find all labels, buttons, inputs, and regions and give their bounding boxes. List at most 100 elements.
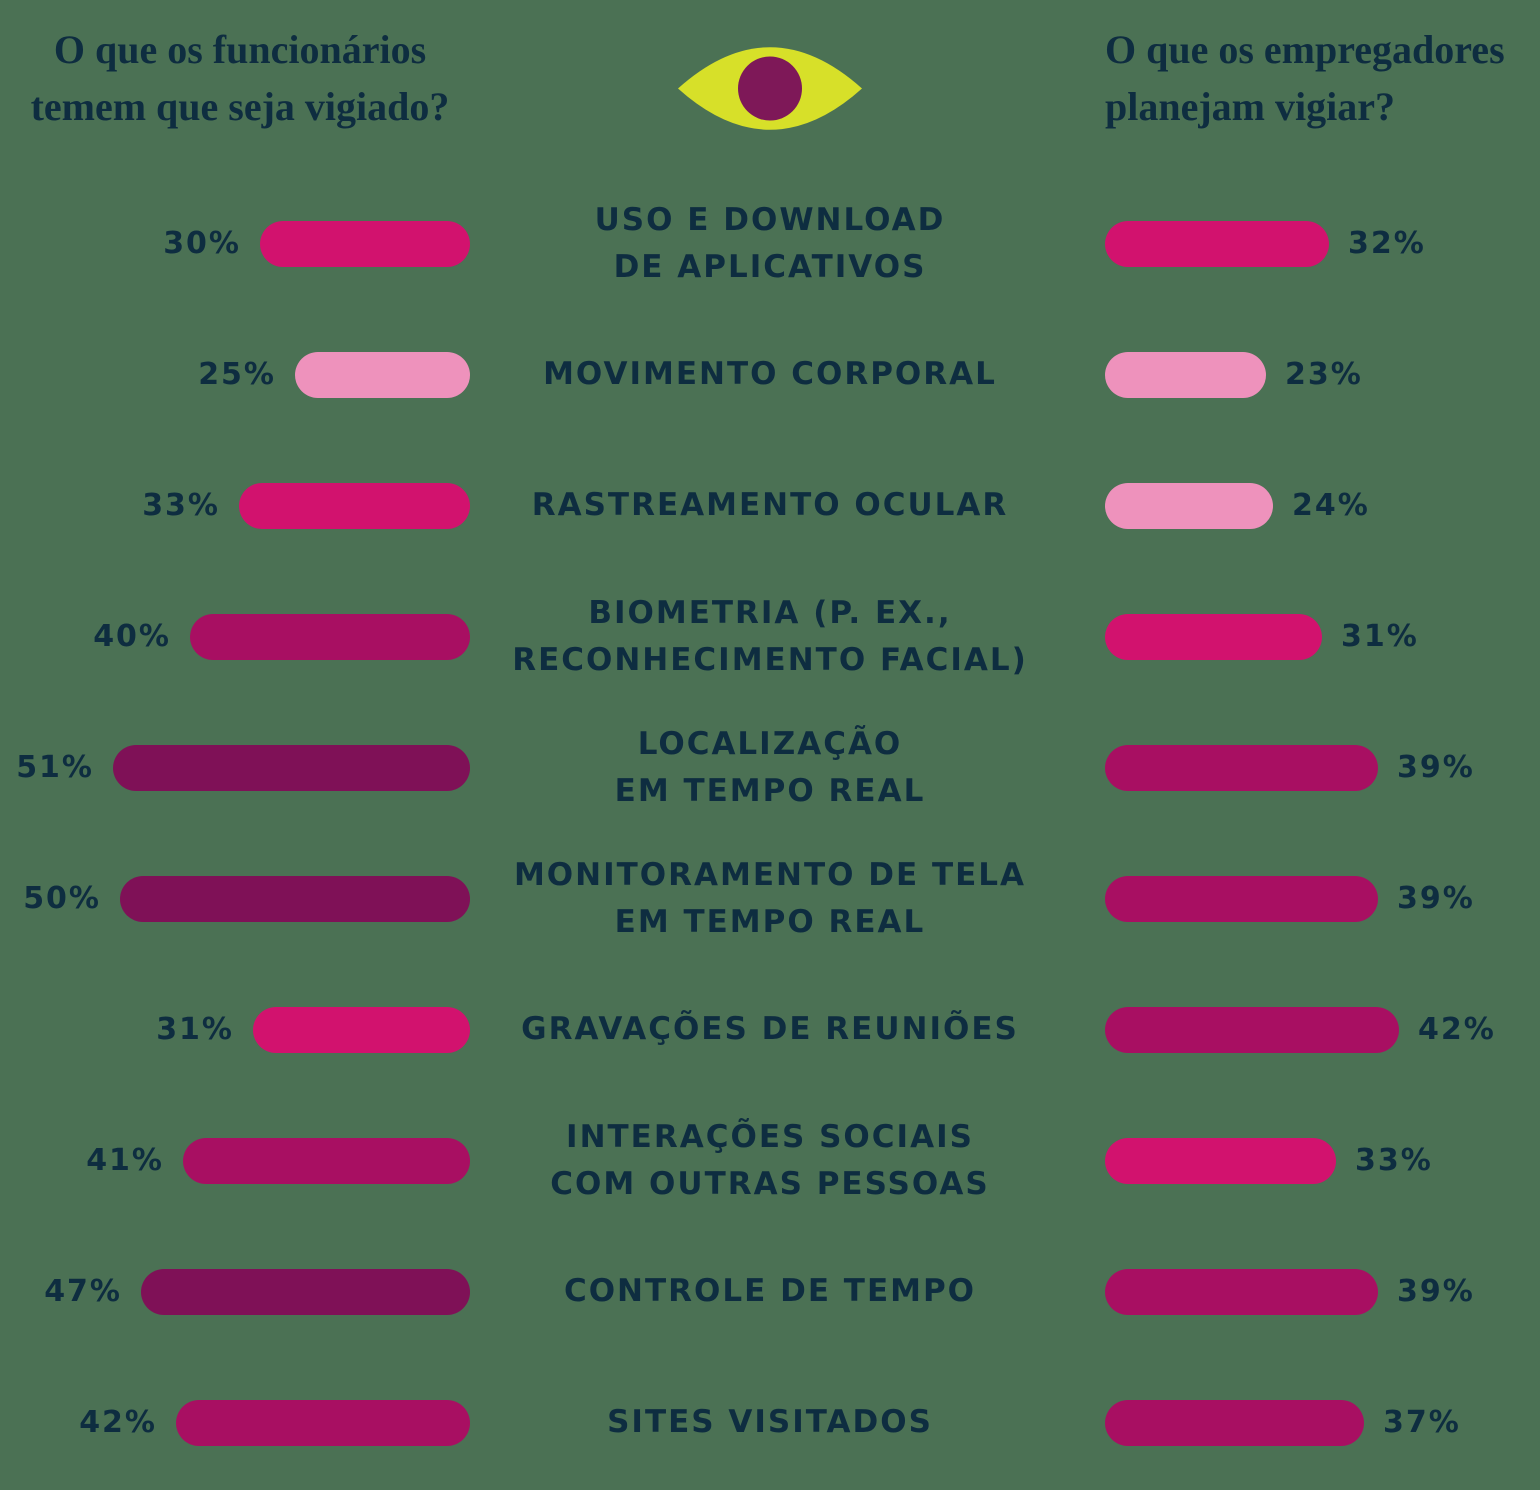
employer-plan-bar (1105, 1137, 1336, 1184)
category-cell: CONTROLE DE TEMPO (480, 1226, 1060, 1357)
employer-plan-bar (1105, 220, 1329, 267)
employer-plan-cell: 39% (1060, 1226, 1540, 1357)
employer-plan-bar (1105, 1006, 1399, 1053)
employee-fear-cell: 33% (0, 440, 480, 571)
category-label: RASTREAMENTO OCULAR (531, 487, 1009, 524)
chart-row: 50% MONITORAMENTO DE TELA EM TEMPO REAL … (0, 833, 1540, 964)
category-label: GRAVAÇÕES DE REUNIÕES (521, 1011, 1019, 1048)
employer-plan-bar (1105, 1399, 1364, 1446)
employee-fear-value: 31% (156, 1012, 234, 1047)
employee-fear-value: 42% (79, 1405, 157, 1440)
eye-icon-cell (480, 0, 1060, 147)
employee-fear-cell: 41% (0, 1095, 480, 1226)
employee-fear-cell: 30% (0, 178, 480, 309)
left-title-cell: O que os funcionários temem que seja vig… (0, 0, 480, 136)
employee-fear-value: 51% (16, 750, 94, 785)
employee-fear-value: 47% (44, 1274, 122, 1309)
employee-fear-cell: 51% (0, 702, 480, 833)
category-cell: LOCALIZAÇÃO EM TEMPO REAL (480, 702, 1060, 833)
category-label: SITES VISITADOS (607, 1404, 933, 1441)
chart-row: 47% CONTROLE DE TEMPO 39% (0, 1226, 1540, 1357)
employee-fear-bar (113, 744, 470, 791)
category-cell: MONITORAMENTO DE TELA EM TEMPO REAL (480, 833, 1060, 964)
category-label: INTERAÇÕES SOCIAIS COM OUTRAS PESSOAS (550, 1119, 990, 1202)
employees-fear-title: O que os funcionários temem que seja vig… (30, 27, 450, 129)
employer-plan-cell: 24% (1060, 440, 1540, 571)
category-cell: MOVIMENTO CORPORAL (480, 309, 1060, 440)
employer-plan-cell: 37% (1060, 1357, 1540, 1488)
employer-plan-bar (1105, 744, 1378, 791)
category-label: MONITORAMENTO DE TELA EM TEMPO REAL (513, 857, 1027, 940)
employee-fear-cell: 50% (0, 833, 480, 964)
employee-fear-bar (239, 482, 470, 529)
chart-row: 41% INTERAÇÕES SOCIAIS COM OUTRAS PESSOA… (0, 1095, 1540, 1226)
employer-plan-value: 37% (1383, 1405, 1461, 1440)
employee-fear-cell: 47% (0, 1226, 480, 1357)
chart-row: 42% SITES VISITADOS 37% (0, 1357, 1540, 1488)
eye-pupil (738, 56, 802, 121)
employee-fear-bar (176, 1399, 470, 1446)
category-cell: RASTREAMENTO OCULAR (480, 440, 1060, 571)
employee-fear-value: 50% (23, 881, 101, 916)
employers-plan-title: O que os empregadores planejam vigiar? (1105, 27, 1505, 129)
employer-plan-value: 33% (1355, 1143, 1433, 1178)
employer-plan-cell: 32% (1060, 178, 1540, 309)
employee-fear-cell: 40% (0, 571, 480, 702)
employer-plan-bar (1105, 482, 1273, 529)
employer-plan-bar (1105, 1268, 1378, 1315)
category-cell: USO E DOWNLOAD DE APLICATIVOS (480, 178, 1060, 309)
employer-plan-value: 31% (1341, 619, 1419, 654)
category-label: CONTROLE DE TEMPO (563, 1273, 977, 1310)
employer-plan-cell: 42% (1060, 964, 1540, 1095)
employee-fear-value: 40% (93, 619, 171, 654)
employer-plan-bar (1105, 875, 1378, 922)
employee-fear-bar (141, 1268, 470, 1315)
right-title-cell: O que os empregadores planejam vigiar? (1060, 0, 1540, 136)
employee-fear-value: 33% (142, 488, 220, 523)
chart-row: 30% USO E DOWNLOAD DE APLICATIVOS 32% (0, 178, 1540, 309)
employee-fear-value: 41% (86, 1143, 164, 1178)
employer-plan-cell: 31% (1060, 571, 1540, 702)
category-label: USO E DOWNLOAD DE APLICATIVOS (594, 202, 946, 285)
category-cell: INTERAÇÕES SOCIAIS COM OUTRAS PESSOAS (480, 1095, 1060, 1226)
employer-plan-cell: 39% (1060, 702, 1540, 833)
employee-fear-value: 30% (163, 226, 241, 261)
employee-fear-cell: 42% (0, 1357, 480, 1488)
employee-fear-bar (253, 1006, 470, 1053)
employer-plan-cell: 23% (1060, 309, 1540, 440)
employer-plan-bar (1105, 351, 1266, 398)
employee-fear-bar (120, 875, 470, 922)
employee-fear-bar (183, 1137, 470, 1184)
chart-row: 33% RASTREAMENTO OCULAR 24% (0, 440, 1540, 571)
chart-rows: 30% USO E DOWNLOAD DE APLICATIVOS 32% 25… (0, 178, 1540, 1488)
header: O que os funcionários temem que seja vig… (0, 0, 1540, 178)
chart-row: 40% BIOMETRIA (P. EX., RECONHECIMENTO FA… (0, 571, 1540, 702)
employee-fear-bar (190, 613, 470, 660)
category-label: MOVIMENTO CORPORAL (543, 356, 997, 393)
employer-plan-cell: 33% (1060, 1095, 1540, 1226)
employer-plan-value: 39% (1397, 750, 1475, 785)
employer-plan-bar (1105, 613, 1322, 660)
employee-fear-cell: 25% (0, 309, 480, 440)
category-label: LOCALIZAÇÃO EM TEMPO REAL (614, 726, 926, 809)
category-cell: BIOMETRIA (P. EX., RECONHECIMENTO FACIAL… (480, 571, 1060, 702)
category-cell: SITES VISITADOS (480, 1357, 1060, 1488)
employee-fear-bar (295, 351, 470, 398)
employer-plan-value: 23% (1285, 357, 1363, 392)
employee-fear-cell: 31% (0, 964, 480, 1095)
employer-plan-value: 24% (1292, 488, 1370, 523)
employer-plan-value: 39% (1397, 1274, 1475, 1309)
category-label: BIOMETRIA (P. EX., RECONHECIMENTO FACIAL… (512, 595, 1028, 678)
employer-plan-value: 39% (1397, 881, 1475, 916)
employer-plan-cell: 39% (1060, 833, 1540, 964)
eye-icon (678, 47, 862, 130)
category-cell: GRAVAÇÕES DE REUNIÕES (480, 964, 1060, 1095)
chart-row: 31% GRAVAÇÕES DE REUNIÕES 42% (0, 964, 1540, 1095)
chart-row: 25% MOVIMENTO CORPORAL 23% (0, 309, 1540, 440)
employer-plan-value: 32% (1348, 226, 1426, 261)
chart-row: 51% LOCALIZAÇÃO EM TEMPO REAL 39% (0, 702, 1540, 833)
employee-fear-value: 25% (198, 357, 276, 392)
employee-fear-bar (260, 220, 470, 267)
employer-plan-value: 42% (1418, 1012, 1496, 1047)
